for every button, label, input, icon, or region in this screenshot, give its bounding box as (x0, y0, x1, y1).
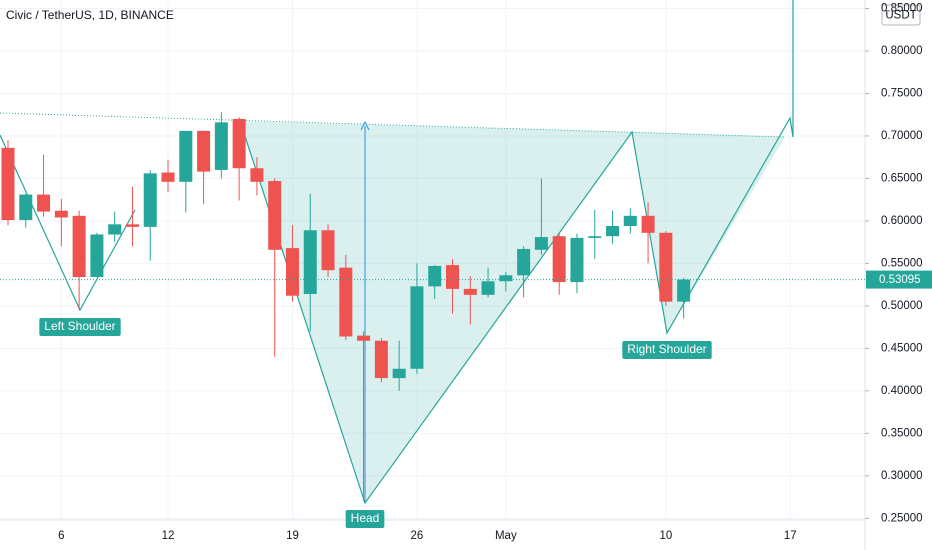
y-tick-label: 0.70000 (881, 130, 923, 142)
x-tick-label: 17 (784, 530, 797, 542)
candle-body (534, 237, 548, 250)
annotation-label: Left Shoulder (44, 319, 115, 333)
candle-body (268, 180, 282, 250)
candle-body (410, 286, 424, 369)
candle-body (250, 168, 264, 182)
annotation-box (39, 318, 121, 336)
candle-body (552, 236, 566, 283)
x-tick-label: May (495, 530, 517, 542)
currency: USDT (885, 10, 916, 22)
candle-body (125, 224, 139, 227)
candle-body (143, 173, 157, 227)
pattern-drawing (0, 0, 794, 505)
pattern-fill (632, 132, 785, 333)
candle-body (517, 248, 531, 276)
x-tick-label: 19 (286, 530, 299, 542)
y-tick-label: 0.50000 (881, 300, 923, 312)
y-tick-label: 0.85000 (881, 3, 923, 15)
pattern-fill (240, 121, 632, 503)
annotation-label: Head (351, 511, 380, 525)
pattern-line (0, 134, 136, 312)
candle-body (19, 194, 33, 221)
candle-body (499, 275, 513, 282)
candle-body (321, 230, 335, 271)
x-tick-label: 12 (162, 530, 175, 542)
currency-badge (881, 4, 921, 26)
annotation-box (622, 341, 712, 359)
candle-body (303, 230, 317, 294)
candle-body (72, 215, 86, 277)
arrow-head (360, 120, 370, 131)
candle-body (339, 267, 353, 337)
candle-body (392, 368, 406, 379)
y-tick-label: 0.55000 (881, 257, 923, 269)
candle-body (570, 237, 584, 283)
candle-body (161, 172, 175, 182)
y-tick-label: 0.65000 (881, 172, 923, 184)
candle-body (108, 224, 122, 235)
annotation-box (345, 510, 385, 528)
neckline (0, 112, 786, 138)
y-tick-label: 0.75000 (881, 87, 923, 99)
candle-body (232, 118, 246, 169)
x-tick-label: 10 (659, 530, 672, 542)
y-tick-label: 0.40000 (881, 385, 923, 397)
candle-body (659, 232, 673, 302)
y-tick-label: 0.35000 (881, 427, 923, 439)
candle-body (481, 281, 495, 295)
candle-body (588, 236, 602, 238)
candle-body (1, 147, 15, 221)
candle-body (90, 234, 104, 277)
candle-body (374, 340, 388, 379)
candle-body (463, 288, 477, 295)
candles (1, 112, 691, 502)
y-tick-label: 0.80000 (881, 45, 923, 57)
annotation-label: Right Shoulder (627, 342, 706, 356)
candle-body (37, 194, 51, 212)
last-price-badge (866, 270, 932, 289)
y-tick-label: 0.60000 (881, 215, 923, 227)
last-price-label: 0.53095 (879, 274, 921, 286)
x-tick-label: 6 (58, 530, 64, 542)
y-tick-label: 0.30000 (881, 470, 923, 482)
candle-body (197, 130, 211, 172)
x-tick-label: 26 (411, 530, 424, 542)
candle-body (428, 265, 442, 287)
candle-body (214, 122, 228, 170)
y-tick-label: 0.25000 (881, 512, 923, 524)
y-tick-label: 0.45000 (881, 342, 923, 354)
candle-body (285, 248, 299, 296)
candle-body (357, 335, 371, 341)
candle-body (54, 210, 68, 218)
candle-body (641, 215, 655, 233)
candle-body (677, 279, 691, 302)
candle-body (606, 226, 620, 237)
candle-body (179, 130, 193, 182)
candle-body (623, 215, 637, 227)
chart-title: Civic / TetherUS, 1D, BINANCE (6, 8, 174, 22)
candle-body (446, 265, 459, 289)
